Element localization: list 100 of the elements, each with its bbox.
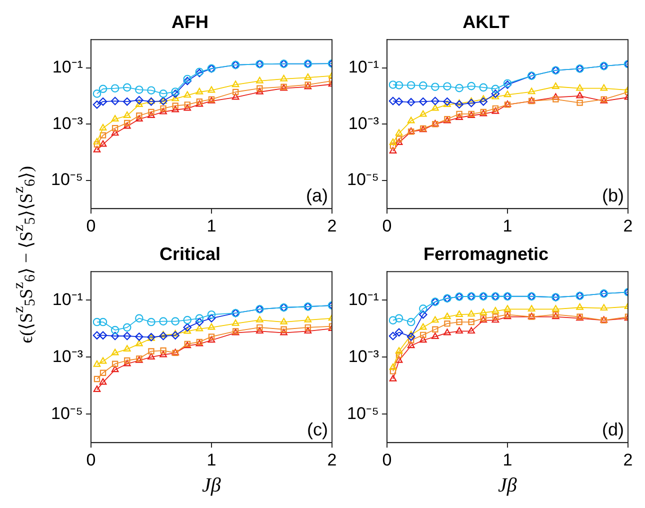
point xyxy=(256,327,264,334)
point xyxy=(395,347,403,354)
point xyxy=(112,360,118,367)
point xyxy=(122,323,132,332)
x-tick-label: 0 xyxy=(382,216,392,236)
point xyxy=(172,330,179,336)
point xyxy=(160,105,166,112)
point xyxy=(99,357,107,364)
point xyxy=(389,146,397,154)
point xyxy=(468,310,475,317)
point xyxy=(99,140,107,147)
point xyxy=(280,318,288,324)
x-tick-label: 0 xyxy=(86,450,96,470)
point xyxy=(394,328,404,336)
point xyxy=(172,106,179,112)
point xyxy=(491,90,500,98)
x-tick-label: 1 xyxy=(206,450,216,470)
point xyxy=(171,317,180,326)
point xyxy=(208,323,216,330)
point xyxy=(160,350,167,358)
point xyxy=(552,96,559,102)
point xyxy=(467,98,476,108)
point xyxy=(100,370,106,376)
chart-title: AFH xyxy=(172,12,208,32)
x-tick-label: 1 xyxy=(502,450,512,470)
point xyxy=(576,100,583,106)
point xyxy=(136,100,143,108)
point xyxy=(468,318,474,326)
point xyxy=(98,318,108,326)
y-tick-label: 10⁻³ xyxy=(52,114,84,133)
point xyxy=(419,110,427,117)
point xyxy=(432,326,438,332)
point xyxy=(110,84,120,92)
point xyxy=(407,342,415,348)
point xyxy=(184,104,192,111)
point xyxy=(171,88,180,96)
point xyxy=(112,125,118,132)
point xyxy=(456,310,463,317)
x-tick-label: 0 xyxy=(86,216,96,236)
point xyxy=(390,368,396,374)
point xyxy=(148,111,155,118)
point xyxy=(388,316,398,324)
point xyxy=(183,323,192,332)
point xyxy=(468,327,475,334)
point xyxy=(432,104,439,111)
point xyxy=(389,374,397,382)
point xyxy=(388,332,398,340)
point xyxy=(394,314,404,322)
point xyxy=(232,93,240,100)
x-tick-label: 1 xyxy=(206,216,216,236)
point xyxy=(171,331,180,340)
point xyxy=(135,332,144,341)
point xyxy=(444,320,450,327)
point xyxy=(492,314,499,320)
point xyxy=(196,88,204,94)
point xyxy=(232,88,239,96)
point xyxy=(528,88,536,94)
point xyxy=(600,304,608,311)
point xyxy=(388,96,398,106)
point xyxy=(256,85,263,92)
point xyxy=(122,83,132,92)
point xyxy=(111,129,119,136)
point xyxy=(455,100,464,109)
x-tick-label: 2 xyxy=(327,216,337,236)
point xyxy=(124,357,130,364)
point xyxy=(280,328,288,336)
point xyxy=(456,318,462,326)
annotation: (b) xyxy=(602,186,624,206)
point xyxy=(552,93,560,100)
point xyxy=(492,316,500,323)
point xyxy=(600,84,608,91)
point xyxy=(389,138,397,145)
point xyxy=(135,314,144,322)
point xyxy=(408,337,414,344)
point xyxy=(576,92,584,98)
point xyxy=(99,124,107,130)
point xyxy=(394,81,404,90)
x-tick-label: 2 xyxy=(327,450,337,470)
point xyxy=(122,97,132,106)
point xyxy=(92,318,102,326)
annotation: (a) xyxy=(306,186,328,206)
point xyxy=(419,323,427,330)
point xyxy=(92,100,102,109)
point xyxy=(147,86,156,94)
y-tick-label: 10⁻³ xyxy=(52,346,84,366)
x-tick-label: 2 xyxy=(623,450,633,470)
point xyxy=(304,327,312,334)
point xyxy=(443,82,452,90)
point xyxy=(395,356,403,363)
point xyxy=(111,114,119,122)
point xyxy=(456,327,463,334)
point xyxy=(256,88,264,94)
point xyxy=(184,102,190,108)
y-tick-label: 10⁻¹ xyxy=(52,57,84,76)
point xyxy=(396,352,402,358)
point xyxy=(456,113,463,120)
chart-title: AKLT xyxy=(462,12,510,32)
point xyxy=(479,83,488,92)
point xyxy=(207,314,216,322)
point xyxy=(135,86,144,94)
